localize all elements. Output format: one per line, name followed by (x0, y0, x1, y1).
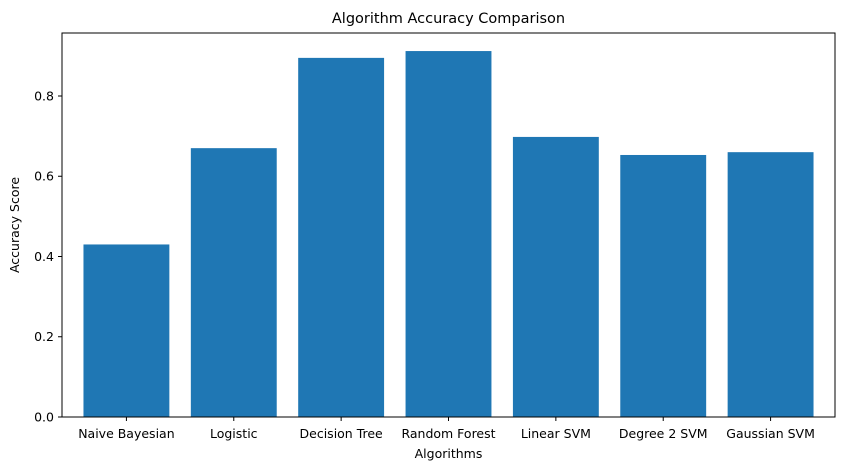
x-tick-label: Naive Bayesian (78, 426, 174, 441)
x-tick-label: Linear SVM (521, 426, 591, 441)
bar-decision-tree (298, 57, 385, 417)
bar-naive-bayesian (83, 244, 170, 417)
y-tick-label: 0.0 (34, 410, 54, 425)
bar-degree-2-svm (620, 154, 707, 417)
y-tick-label: 0.2 (34, 329, 54, 344)
x-axis-ticks: Naive Bayesian Logistic Decision Tree Rando… (78, 417, 815, 441)
y-tick-label: 0.4 (34, 249, 54, 264)
y-axis-ticks: 0.0 0.2 0.4 0.6 0.8 (34, 88, 62, 425)
y-axis-label: Accuracy Score (7, 177, 22, 273)
x-axis-label: Algorithms (415, 446, 483, 461)
bars-group (83, 51, 814, 418)
plot-frame (61, 32, 836, 418)
bar-gaussian-svm (727, 152, 814, 417)
chart-title: Algorithm Accuracy Comparison (332, 11, 565, 27)
bar-random-forest (405, 51, 492, 417)
x-tick-label: Gaussian SVM (726, 426, 815, 441)
y-tick-label: 0.8 (34, 88, 54, 103)
x-tick-label: Random Forest (401, 426, 495, 441)
y-tick-label: 0.6 (34, 169, 54, 184)
x-tick-label: Degree 2 SVM (619, 426, 708, 441)
bar-linear-svm (512, 136, 599, 418)
x-tick-label: Logistic (210, 426, 258, 441)
bar-logistic (190, 148, 277, 417)
x-tick-label: Decision Tree (300, 426, 384, 441)
